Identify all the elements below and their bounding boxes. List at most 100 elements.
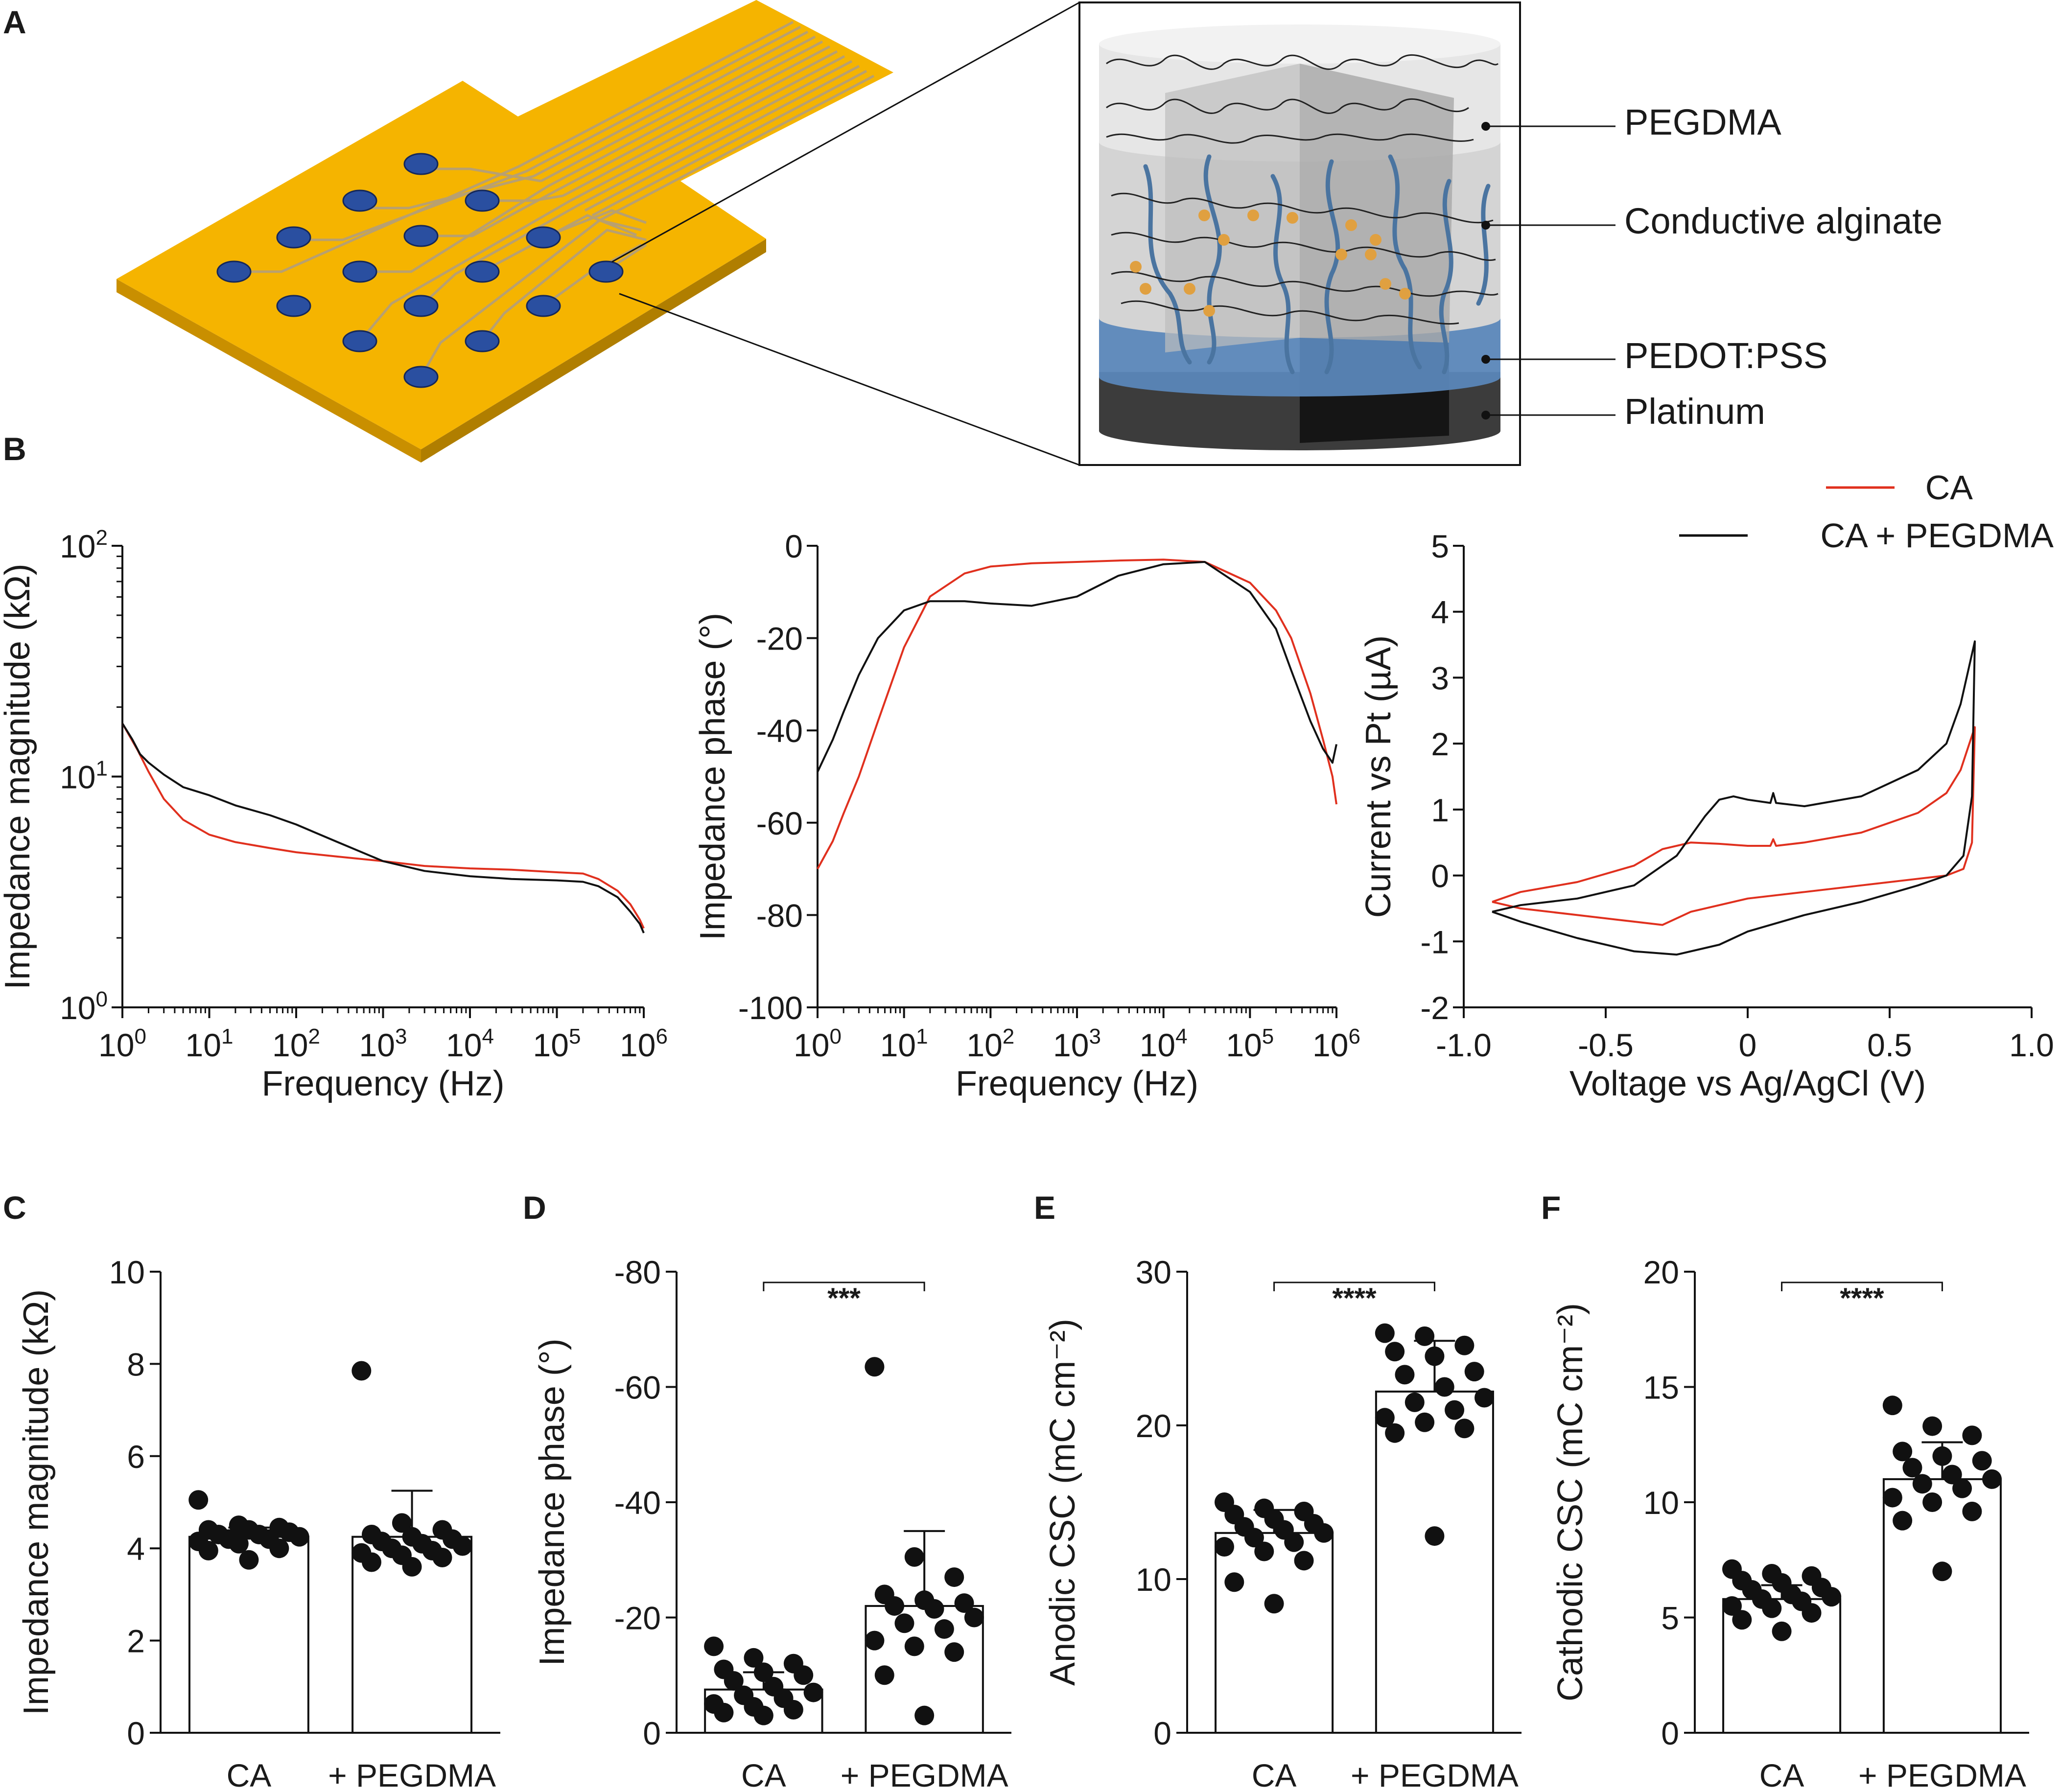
data-point bbox=[1425, 1346, 1445, 1366]
series-line-ca-pegdma bbox=[121, 722, 645, 933]
chart-impedance-magnitude-bars: 0 2 4 6 8 10 Impedance magnitude (kΩ) CA + PEGDM… bbox=[17, 1254, 500, 1792]
data-point bbox=[361, 1552, 381, 1572]
x-tick-label: 0.5 bbox=[1867, 1027, 1912, 1063]
layer-label-pedot-pss: PEDOT:PSS bbox=[1624, 335, 1827, 376]
panel-letter-a: A bbox=[3, 4, 26, 40]
x-tick-label: 100 bbox=[98, 1024, 146, 1063]
data-point bbox=[874, 1665, 894, 1685]
y-tick-label: -40 bbox=[756, 713, 803, 749]
x-tick-label: 105 bbox=[533, 1024, 581, 1063]
panel-letter-b: B bbox=[3, 431, 26, 467]
y-tick-label: -20 bbox=[756, 621, 803, 657]
y-tick-label: -40 bbox=[614, 1485, 661, 1521]
x-tick-label: 0 bbox=[1739, 1027, 1757, 1063]
data-point bbox=[704, 1636, 724, 1656]
data-point bbox=[1405, 1392, 1425, 1412]
significance-bracket bbox=[1273, 1281, 1435, 1291]
data-point bbox=[1425, 1526, 1445, 1546]
data-point bbox=[924, 1599, 944, 1619]
chart-impedance-phase-spectrum: 100 101 102 103 104 105 106 0 -20 -40 -60 -80 -100 Fr… bbox=[693, 528, 1360, 1103]
significance-stars: **** bbox=[1840, 1282, 1884, 1314]
y-tick-label: 8 bbox=[127, 1346, 145, 1382]
data-point bbox=[885, 1596, 905, 1616]
circuit-board bbox=[117, 0, 893, 449]
data-point bbox=[239, 1550, 259, 1570]
data-point bbox=[1314, 1523, 1334, 1543]
data-point bbox=[904, 1547, 924, 1567]
data-point bbox=[1722, 1596, 1742, 1616]
data-point bbox=[1962, 1501, 1982, 1521]
data-point bbox=[865, 1357, 885, 1377]
data-point bbox=[803, 1682, 823, 1702]
y-tick-label: 10 bbox=[1643, 1485, 1679, 1521]
data-point bbox=[1772, 1621, 1792, 1641]
legend-label-ca-pegdma: CA + PEGDMA bbox=[1820, 516, 2054, 555]
data-point bbox=[351, 1361, 372, 1381]
y-axis-title: Anodic CSC (mC cm⁻²) bbox=[1043, 1319, 1082, 1686]
x-tick-label: 103 bbox=[1053, 1024, 1101, 1063]
chart-impedance-phase-bars: 0 -20 -40 -60 -80 Impedance phase (°) CA + PEGD… bbox=[533, 1254, 1011, 1792]
y-tick-label: -1 bbox=[1420, 924, 1449, 960]
x-tick-label: 102 bbox=[966, 1024, 1014, 1063]
category-label: CA bbox=[1759, 1757, 1804, 1792]
x-tick-label: -1.0 bbox=[1436, 1027, 1492, 1063]
series-line-ca bbox=[1492, 726, 1976, 926]
significance-stars: *** bbox=[827, 1282, 861, 1314]
panel-letter-e: E bbox=[1034, 1189, 1055, 1226]
data-point bbox=[198, 1540, 218, 1560]
layer-cylinder bbox=[1099, 24, 1500, 450]
data-point bbox=[1375, 1408, 1395, 1428]
category-label: + PEGDMA bbox=[841, 1757, 1008, 1792]
y-tick-label: 5 bbox=[1431, 528, 1449, 564]
electrode-array-schematic: PEGDMA Conductive alginate PEDOT:PSS Pla… bbox=[117, 0, 1943, 466]
zoom-line-top bbox=[611, 1, 1080, 263]
chart-cyclic-voltammetry: -1.0 -0.5 0 0.5 1.0 -2 -1 0 1 2 3 4 5 Voltage vs Ag/A… bbox=[1359, 528, 2054, 1103]
y-tick-label: 0 bbox=[1431, 858, 1449, 894]
y-axis-title: Impedance magnitude (kΩ) bbox=[0, 563, 37, 989]
y-tick-label: 0 bbox=[643, 1715, 661, 1751]
y-tick-label: 1 bbox=[1431, 792, 1449, 828]
category-label: CA bbox=[741, 1757, 786, 1792]
data-point bbox=[1822, 1587, 1842, 1607]
x-tick-label: -0.5 bbox=[1578, 1027, 1634, 1063]
y-tick-label: 15 bbox=[1643, 1370, 1679, 1406]
chart-cathodic-csc-bars: 0 5 10 15 20 Cathodic CSC (mC cm⁻²) CA + PEGDMA… bbox=[1551, 1254, 2029, 1792]
x-tick-label: 106 bbox=[620, 1024, 668, 1063]
y-tick-label: 4 bbox=[1431, 594, 1449, 630]
y-tick-label: 10 bbox=[109, 1254, 145, 1290]
data-point bbox=[1244, 1528, 1264, 1548]
data-point bbox=[1942, 1465, 1962, 1485]
data-point bbox=[1893, 1511, 1913, 1531]
data-point bbox=[1254, 1541, 1274, 1561]
significance-bracket bbox=[763, 1281, 925, 1291]
data-point bbox=[1464, 1362, 1484, 1382]
x-tick-label: 100 bbox=[794, 1024, 842, 1063]
significance-stars: **** bbox=[1332, 1282, 1377, 1314]
layer-label-conductive-alginate: Conductive alginate bbox=[1624, 201, 1943, 241]
y-axis-title: Impedance magnitude (kΩ) bbox=[17, 1289, 56, 1715]
panel-letter-d: D bbox=[523, 1189, 546, 1226]
y-tick-label: 30 bbox=[1136, 1254, 1171, 1290]
series-line-ca bbox=[121, 722, 645, 929]
data-point bbox=[1932, 1561, 1952, 1582]
significance-bracket bbox=[1781, 1281, 1943, 1291]
data-point bbox=[1454, 1419, 1475, 1439]
data-point bbox=[753, 1705, 773, 1725]
data-point bbox=[432, 1548, 452, 1568]
data-point bbox=[944, 1567, 964, 1587]
chart-anodic-csc-bars: 0 10 20 30 Anodic CSC (mC cm⁻²) CA + PEGDMA ***… bbox=[1043, 1254, 1522, 1792]
board-right-edge bbox=[421, 239, 766, 463]
zoom-line-bottom bbox=[619, 293, 1080, 466]
data-point bbox=[1385, 1423, 1405, 1443]
y-tick-label: 101 bbox=[60, 757, 108, 795]
y-tick-label: 3 bbox=[1431, 660, 1449, 696]
data-point bbox=[714, 1702, 734, 1722]
data-point bbox=[934, 1619, 954, 1639]
y-tick-label: 20 bbox=[1643, 1254, 1679, 1290]
data-point bbox=[1982, 1469, 2002, 1489]
x-tick-label: 105 bbox=[1226, 1024, 1274, 1063]
data-point bbox=[954, 1593, 974, 1613]
panel-letter-f: F bbox=[1541, 1189, 1561, 1226]
y-tick-label: -20 bbox=[614, 1600, 661, 1636]
